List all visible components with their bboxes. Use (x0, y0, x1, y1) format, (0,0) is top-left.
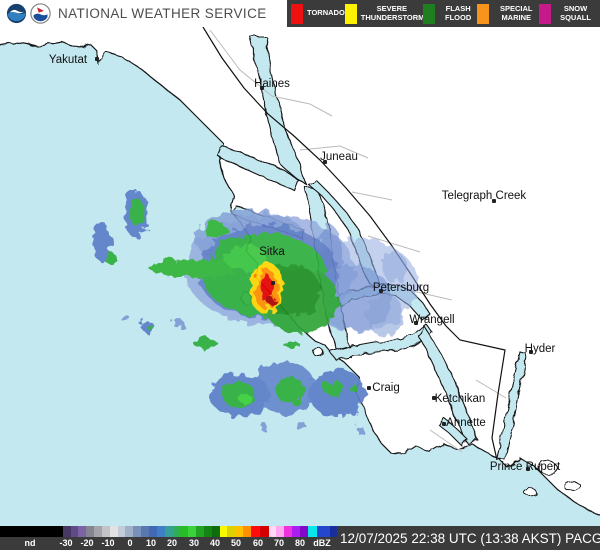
colorbar-segment (133, 526, 142, 537)
warning-color-swatch (539, 3, 551, 24)
colorbar-tick-label: 10 (145, 538, 157, 548)
site-title: NATIONAL WEATHER SERVICE (58, 6, 267, 21)
nws-logo-icon[interactable] (30, 3, 51, 24)
zone-boundaries (209, 29, 507, 453)
colorbar-tick-label: 60 (252, 538, 264, 548)
colorbar-segment (219, 526, 228, 537)
colorbar-tick-label: -10 (101, 538, 115, 548)
colorbar-ticks: nd -30 -20 -10 0 10 20 30 40 50 60 70 80 dBZ (0, 537, 337, 550)
icy-strait (217, 145, 299, 191)
colorbar-segment (227, 526, 236, 537)
map-svg (0, 27, 600, 550)
warning-legend: TORNADO SEVERE THUNDERSTORM FLASH FLOOD SPE… (287, 0, 600, 27)
colorbar-segment (299, 526, 308, 537)
warning-color-swatch (422, 3, 435, 24)
colorbar-tick-label: 30 (188, 538, 200, 548)
colorbar-segment (148, 526, 157, 537)
warning-label: SEVERE THUNDERSTORM (360, 3, 425, 22)
colorbar-segment (196, 526, 204, 537)
logo-group (0, 3, 51, 24)
colorbar-tick-label: -30 (59, 538, 73, 548)
colorbar-segment (180, 526, 189, 537)
city-marker (260, 86, 264, 90)
warning-item: FLASH FLOOD (422, 3, 478, 24)
colorbar-segment (307, 526, 317, 537)
colorbar-segment (109, 526, 118, 537)
colorbar-tick-label: dBZ (313, 538, 331, 548)
warning-label: SPECIAL MARINE (499, 3, 533, 22)
city-marker (529, 350, 533, 354)
colorbar-tick-label: 40 (209, 538, 221, 548)
city-marker (492, 199, 496, 203)
colorbar-tick-label: 50 (230, 538, 242, 548)
legend-bar: nd -30 -20 -10 0 10 20 30 40 50 60 70 80 dBZ 12/07/20… (0, 526, 600, 550)
colorbar-segment (164, 526, 173, 537)
colorbar-segment (250, 526, 260, 537)
colorbar-segment (268, 526, 277, 537)
colorbar-segment (292, 526, 300, 537)
city-marker (367, 386, 371, 390)
warning-color-swatch (344, 3, 357, 24)
colorbar-segment (276, 526, 285, 537)
colorbar-tick-label: 80 (294, 538, 306, 548)
city-marker (526, 467, 530, 471)
sumner-strait (329, 323, 433, 361)
warning-item: SNOW SQUALL (539, 3, 596, 24)
colorbar-tick-label: 0 (127, 538, 133, 548)
colorbar-segment (101, 526, 110, 537)
colorbar-segment (172, 526, 181, 537)
us-canada-border (202, 27, 506, 461)
colorbar-segment (62, 526, 71, 537)
colorbar-segment (94, 526, 102, 537)
colorbar-segment (211, 526, 220, 537)
colorbar-segment (0, 526, 63, 537)
city-marker (442, 422, 446, 426)
colorbar-segment (117, 526, 126, 537)
radar-echo-layer (93, 190, 418, 434)
colorbar-segment (156, 526, 165, 537)
warning-label: TORNADO (307, 8, 345, 18)
warning-color-swatch (291, 3, 303, 24)
city-marker (432, 396, 436, 400)
colorbar-segment (188, 526, 197, 537)
city-marker (379, 289, 383, 293)
city-marker (323, 160, 327, 164)
colorbar-segment (243, 526, 251, 537)
header-bar: NATIONAL WEATHER SERVICE TORNADO SEVERE T… (0, 0, 600, 27)
warning-label: FLASH FLOOD (445, 3, 472, 22)
warning-item: SPECIAL MARINE (477, 3, 539, 24)
colorbar-segment (86, 526, 95, 537)
colorbar-segment (141, 526, 149, 537)
colorbar-segment (259, 526, 269, 537)
map-canvas[interactable]: Yakutat Haines Juneau Telegraph Creek Sitka P… (0, 27, 600, 550)
timestamp: 12/07/2025 22:38 UTC (13:38 AKST) PACG (340, 530, 600, 546)
colorbar-segment (330, 526, 338, 537)
warning-item: TORNADO (291, 3, 345, 24)
warning-color-swatch (477, 3, 490, 24)
lynn-canal (249, 35, 307, 186)
warning-item: SEVERE THUNDERSTORM (344, 3, 425, 24)
portland-canal (496, 351, 528, 461)
colorbar-segment (235, 526, 244, 537)
colorbar-segment (284, 526, 293, 537)
colorbar-tick-label: nd (24, 538, 36, 548)
colorbar-segment (125, 526, 134, 537)
city-marker (414, 321, 418, 325)
colorbar-segment (78, 526, 87, 537)
colorbar-segment (316, 526, 331, 537)
reflectivity-colorbar (0, 526, 338, 537)
clarence-strait (419, 324, 479, 445)
colorbar-tick-label: 70 (273, 538, 285, 548)
colorbar-segment (70, 526, 79, 537)
colorbar-tick-label: -20 (80, 538, 94, 548)
colorbar-segment (203, 526, 212, 537)
noaa-logo-icon[interactable] (6, 3, 27, 24)
city-marker (271, 281, 275, 285)
warning-label: SNOW SQUALL (560, 3, 591, 22)
colorbar-tick-label: 20 (166, 538, 178, 548)
city-marker (95, 57, 99, 61)
